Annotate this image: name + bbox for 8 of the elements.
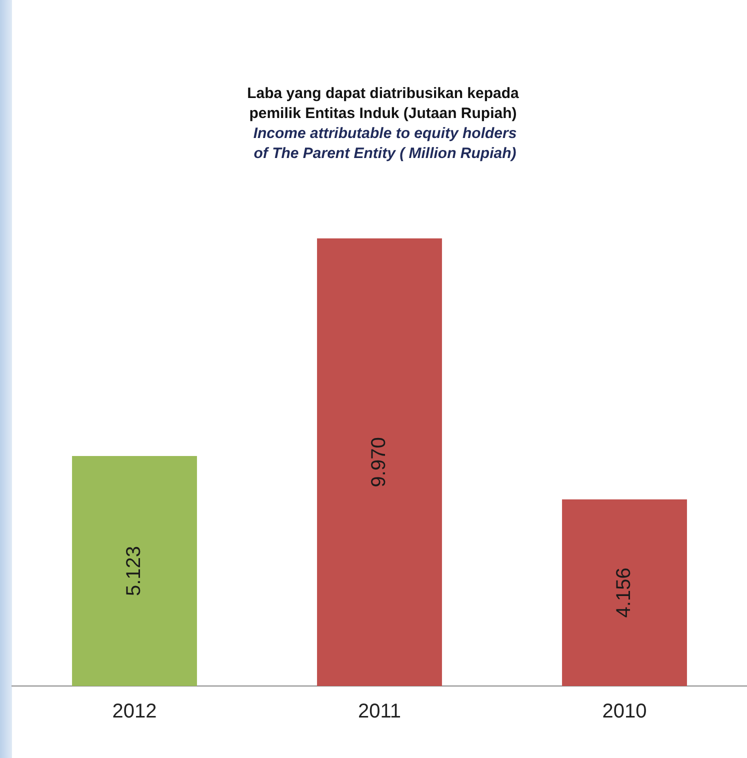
data-label: 5.123 — [123, 546, 146, 596]
chart-title: Laba yang dapat diatribusikan kepada pemilik Entitas Induk (Jutaan Rupiah) — [246, 84, 520, 124]
x-tick-label: 2011 — [358, 700, 402, 723]
chart-subtitle: Income attributable to equity holders of The Parent Entity ( Million Rupiah) — [252, 124, 518, 164]
data-label: 4.156 — [613, 568, 636, 618]
x-tick-label: 2012 — [112, 700, 157, 723]
data-label: 9.970 — [368, 437, 390, 488]
x-tick-label: 2010 — [602, 700, 647, 723]
